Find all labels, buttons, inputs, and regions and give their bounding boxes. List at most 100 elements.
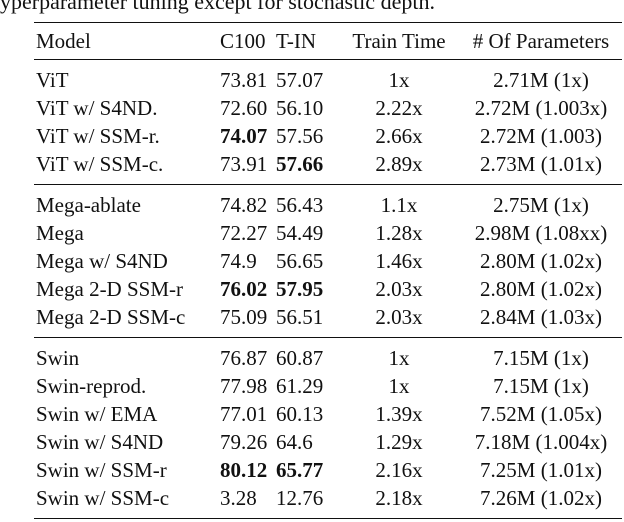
table-row: Mega w/ S4ND 74.9 56.65 1.46x 2.80M (1.02x) [34, 247, 622, 275]
cell: 54.49 [276, 221, 324, 245]
cell: 1.29x [375, 430, 423, 454]
column-header: C100 [220, 29, 266, 53]
cell: 2.84M (1.03x) [480, 305, 602, 329]
model-name: ViT [36, 68, 69, 92]
cell: 2.22x [375, 96, 423, 120]
bold-value: 65.77 [276, 458, 324, 482]
bold-value: 76.02 [220, 277, 268, 301]
cell: 1.46x [375, 249, 423, 273]
bold-value: 57.95 [276, 277, 324, 301]
cell: 77.01 [220, 402, 268, 426]
cell: 79.26 [220, 430, 268, 454]
cell: 2.71M (1x) [493, 68, 589, 92]
table-row: Mega 2-D SSM-r 76.02 57.95 2.03x 2.80M (1.02… [34, 275, 622, 303]
cell: 74.07 [218, 122, 274, 150]
cell: 74.82 [220, 193, 268, 217]
column-header: T-IN [276, 29, 317, 53]
cell: 3.28 [220, 486, 257, 510]
cell: 77.98 [220, 374, 268, 398]
cell: 74.9 [220, 249, 257, 273]
table-row: Swin w/ EMA 77.01 60.13 1.39x 7.52M (1.05x) [34, 400, 622, 428]
cell: 72.27 [220, 221, 268, 245]
column-header: Model [36, 29, 91, 53]
cell: 12.76 [276, 486, 324, 510]
cell: 60.87 [276, 346, 324, 370]
cell: 7.18M (1.004x) [474, 430, 608, 454]
cell: 2.03x [375, 277, 423, 301]
table-header: Model C100 T-IN Train Time # Of Paramete… [34, 23, 622, 60]
cell: 60.13 [276, 402, 324, 426]
table-row: Mega 72.27 54.49 1.28x 2.98M (1.08xx) [34, 219, 622, 247]
cell: 1x [388, 374, 410, 398]
cell: 1.39x [375, 402, 423, 426]
model-name: Swin w/ S4ND [36, 430, 164, 454]
model-name: ViT w/ S4ND. [36, 96, 158, 120]
model-name: Mega 2-D SSM-r [36, 277, 183, 301]
cell: 2.98M (1.08xx) [474, 221, 608, 245]
cell: 64.6 [276, 430, 313, 454]
table-row: ViT w/ S4ND. 72.60 56.10 2.22x 2.72M (1.003x… [34, 94, 622, 122]
cell: 2.89x [375, 152, 423, 176]
cell: 1x [388, 68, 410, 92]
cell: 56.10 [276, 96, 324, 120]
cell: 72.60 [220, 96, 268, 120]
bold-value: 74.07 [220, 124, 268, 148]
model-name: Swin w/ SSM-c [36, 486, 170, 510]
cell: 56.43 [276, 193, 324, 217]
cell: 2.75M (1x) [493, 193, 589, 217]
model-name: Swin w/ SSM-r [36, 458, 167, 482]
table-row: Mega-ablate 74.82 56.43 1.1x 2.75M (1x) [34, 185, 622, 220]
table-row: ViT w/ SSM-r. 74.07 57.56 2.66x 2.72M (1.003… [34, 122, 622, 150]
model-name: Mega-ablate [36, 193, 141, 217]
table-row: Swin w/ S4ND 79.26 64.6 1.29x 7.18M (1.004x) [34, 428, 622, 456]
cell: 73.91 [220, 152, 268, 176]
cell: 2.80M (1.02x) [480, 249, 602, 273]
cell: 80.12 [218, 456, 274, 484]
cell: 75.09 [220, 305, 268, 329]
cell: 7.25M (1.01x) [480, 458, 602, 482]
cell: 2.18x [375, 486, 423, 510]
caption: yperparameter tuning except for stochast… [0, 0, 435, 14]
cell: 61.29 [276, 374, 324, 398]
cell: 1.1x [380, 193, 418, 217]
cell: 7.15M (1x) [493, 346, 589, 370]
column-header: Train Time [352, 29, 446, 53]
cell: 57.56 [276, 124, 324, 148]
cell: 1x [388, 346, 410, 370]
cell: 57.66 [274, 150, 338, 185]
header-row: Model C100 T-IN Train Time # Of Paramete… [34, 23, 622, 60]
row-group: Swin 76.87 60.87 1x 7.15M (1x) Swin-reprod. 77… [34, 337, 622, 519]
cell: 76.02 [218, 275, 274, 303]
cell: 56.65 [276, 249, 324, 273]
cell: 73.81 [220, 68, 268, 92]
cell: 65.77 [274, 456, 338, 484]
model-name: ViT w/ SSM-c. [36, 152, 164, 176]
row-group: Mega-ablate 74.82 56.43 1.1x 2.75M (1x) Mega 7… [34, 184, 622, 338]
cell: 57.07 [276, 68, 324, 92]
cell: 2.72M (1.003x) [474, 96, 608, 120]
model-name: ViT w/ SSM-r. [36, 124, 160, 148]
table-row: ViT 73.81 57.07 1x 2.71M (1x) [34, 60, 622, 95]
cell: 76.87 [220, 346, 268, 370]
table-row: Swin w/ SSM-r 80.12 65.77 2.16x 7.25M (1.01x… [34, 456, 622, 484]
table-row: Mega 2-D SSM-c 75.09 56.51 2.03x 2.84M (1.03… [34, 303, 622, 338]
cell: 2.80M (1.02x) [480, 277, 602, 301]
model-name: Swin [36, 346, 80, 370]
cell: 1.28x [375, 221, 423, 245]
cell: 7.52M (1.05x) [480, 402, 602, 426]
table-row: ViT w/ SSM-c. 73.91 57.66 2.89x 2.73M (1.01x… [34, 150, 622, 185]
row-group: ViT 73.81 57.07 1x 2.71M (1x) ViT w/ S4ND. 72.… [34, 59, 622, 185]
cell: 2.16x [375, 458, 423, 482]
model-name: Swin w/ EMA [36, 402, 158, 426]
cell: 2.03x [375, 305, 423, 329]
table-row: Swin w/ SSM-c 3.28 12.76 2.18x 7.26M (1.02x) [34, 484, 622, 519]
model-name: Mega 2-D SSM-c [36, 305, 186, 329]
bold-value: 80.12 [220, 458, 268, 482]
table-row: Swin 76.87 60.87 1x 7.15M (1x) [34, 338, 622, 373]
cell: 7.15M (1x) [493, 374, 589, 398]
table-row: Swin-reprod. 77.98 61.29 1x 7.15M (1x) [34, 372, 622, 400]
model-name: Mega w/ S4ND [36, 249, 168, 273]
model-name: Mega [36, 221, 84, 245]
cell: 2.72M (1.003) [480, 124, 602, 148]
